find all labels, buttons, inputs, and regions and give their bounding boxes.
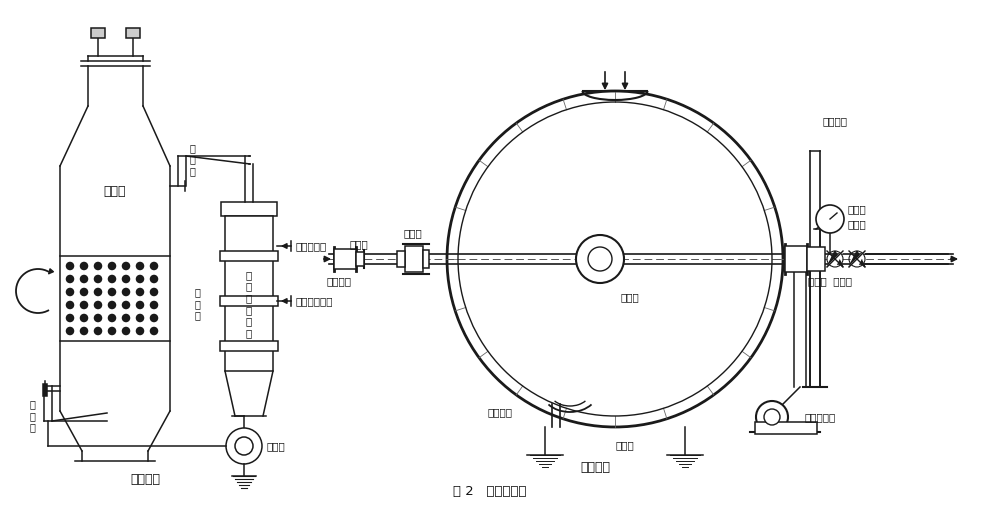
Bar (356, 252, 364, 266)
Circle shape (226, 428, 262, 464)
Bar (817, 216, 823, 224)
Polygon shape (849, 251, 865, 267)
Text: 循环泵: 循环泵 (266, 441, 285, 451)
Circle shape (109, 301, 116, 309)
Text: 喷放弯管: 喷放弯管 (488, 407, 512, 417)
Circle shape (123, 314, 130, 321)
Circle shape (151, 314, 158, 321)
Bar (405, 246, 423, 272)
Text: 安全阀: 安全阀 (848, 204, 867, 214)
Circle shape (67, 328, 74, 335)
Circle shape (151, 301, 158, 309)
Bar (220, 251, 278, 261)
Bar (755, 422, 817, 434)
Bar (126, 28, 140, 38)
Polygon shape (849, 251, 865, 267)
Circle shape (137, 275, 144, 283)
Bar (334, 249, 356, 269)
Bar (225, 216, 273, 371)
Text: 止回阀  截止阀: 止回阀 截止阀 (808, 276, 852, 286)
Circle shape (67, 289, 74, 295)
Text: 下
循
环: 下 循 环 (30, 400, 36, 433)
Bar (43, 384, 47, 396)
Text: 蒸煮锅: 蒸煮锅 (104, 184, 126, 197)
Circle shape (151, 263, 158, 269)
Circle shape (109, 328, 116, 335)
Circle shape (137, 314, 144, 321)
Circle shape (123, 289, 130, 295)
Text: 冷凝水出口: 冷凝水出口 (295, 241, 326, 251)
Text: 加热蒸汽入口: 加热蒸汽入口 (295, 296, 333, 306)
Text: 喷放管: 喷放管 (350, 239, 368, 249)
Circle shape (81, 314, 88, 321)
Circle shape (137, 328, 144, 335)
Bar (423, 250, 429, 268)
Circle shape (81, 289, 88, 295)
Circle shape (109, 314, 116, 321)
Circle shape (588, 247, 612, 271)
Text: 列
管
式
加
热
器: 列 管 式 加 热 器 (246, 270, 252, 338)
Bar (220, 341, 278, 351)
Circle shape (95, 301, 102, 309)
Circle shape (67, 314, 74, 321)
Circle shape (109, 289, 116, 295)
Text: 上
循
环: 上 循 环 (190, 143, 196, 176)
Circle shape (81, 275, 88, 283)
Circle shape (81, 263, 88, 269)
Circle shape (816, 205, 844, 233)
Circle shape (95, 314, 102, 321)
Circle shape (67, 301, 74, 309)
Text: 循环系统: 循环系统 (130, 473, 160, 485)
Circle shape (137, 289, 144, 295)
Bar (807, 247, 825, 271)
Circle shape (123, 328, 130, 335)
Circle shape (67, 263, 74, 269)
Bar (91, 28, 105, 38)
Circle shape (447, 91, 783, 427)
Circle shape (137, 301, 144, 309)
Circle shape (137, 263, 144, 269)
Circle shape (756, 401, 788, 433)
Circle shape (123, 263, 130, 269)
Bar (220, 296, 278, 306)
Circle shape (151, 289, 158, 295)
Circle shape (109, 275, 116, 283)
Text: 蜗杆、蜗轮: 蜗杆、蜗轮 (805, 412, 836, 422)
Text: 浮动头: 浮动头 (404, 228, 422, 238)
Circle shape (576, 235, 624, 283)
Circle shape (151, 328, 158, 335)
Circle shape (123, 301, 130, 309)
Circle shape (81, 301, 88, 309)
Text: 保温层: 保温层 (616, 440, 634, 450)
Bar (221, 202, 277, 216)
Circle shape (151, 275, 158, 283)
Text: 密封接管: 密封接管 (823, 116, 848, 126)
Polygon shape (827, 251, 843, 267)
Circle shape (109, 263, 116, 269)
Circle shape (123, 275, 130, 283)
Circle shape (235, 437, 253, 455)
Circle shape (764, 409, 780, 425)
Circle shape (95, 275, 102, 283)
Polygon shape (827, 251, 843, 267)
Bar (785, 246, 807, 272)
Circle shape (95, 328, 102, 335)
Text: 密封接管: 密封接管 (327, 276, 352, 286)
Text: 中
循
环: 中 循 环 (194, 287, 200, 320)
Text: 蒸球结构: 蒸球结构 (580, 460, 610, 474)
Text: 图 2   连续蒸煮器: 图 2 连续蒸煮器 (453, 484, 527, 498)
Circle shape (95, 263, 102, 269)
Circle shape (95, 289, 102, 295)
Text: 喷射管: 喷射管 (621, 292, 639, 302)
Circle shape (81, 328, 88, 335)
Text: 蒸汽管: 蒸汽管 (848, 219, 867, 229)
Circle shape (67, 275, 74, 283)
Bar (397, 251, 405, 267)
